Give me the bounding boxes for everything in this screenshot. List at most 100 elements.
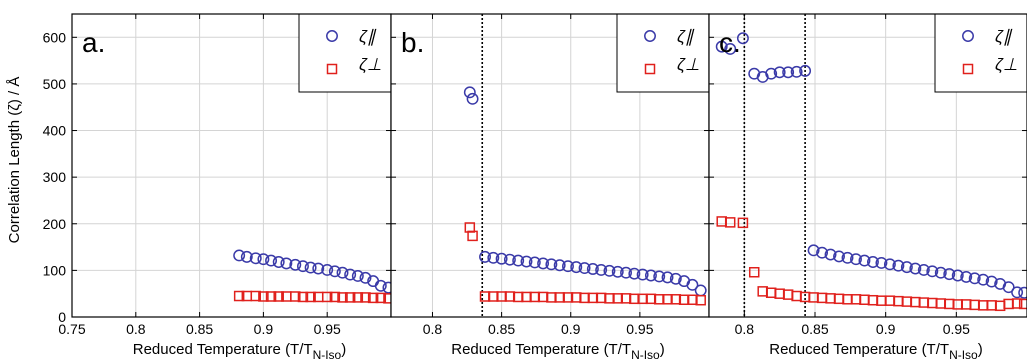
- data-point-perpendicular: [375, 292, 387, 304]
- data-point-perpendicular: [344, 292, 356, 303]
- data-point-parallel: [466, 92, 479, 105]
- data-point-perpendicular: [1018, 298, 1027, 310]
- data-point-parallel: [620, 266, 632, 279]
- data-point-parallel: [790, 65, 803, 78]
- data-point-parallel: [297, 260, 309, 273]
- data-point-perpendicular: [297, 291, 309, 303]
- x-tick-label: 0.85: [801, 321, 828, 337]
- y-tick-label: 400: [43, 123, 67, 139]
- data-point-perpendicular: [273, 291, 284, 302]
- data-point-parallel: [909, 262, 922, 275]
- data-point-perpendicular: [321, 291, 333, 303]
- data-point-perpendicular: [329, 291, 341, 303]
- x-tick-label: 0.9: [254, 321, 274, 337]
- data-point-parallel: [628, 267, 641, 280]
- x-axis-label: Reduced Temperature (T/TN-Iso): [451, 341, 664, 359]
- legend-marker-parallel: [962, 30, 974, 42]
- data-point-parallel: [875, 256, 888, 269]
- data-point-parallel: [765, 67, 778, 80]
- panel-1: 0 100 200 300 400 500 600 0.75 0.8 0.85 0.9 0.95 ζ∥ ζ…: [43, 13, 395, 359]
- legend-marker-parallel: [644, 30, 656, 42]
- panel-label: a.: [82, 27, 105, 58]
- x-tick-label: 0.9: [561, 321, 581, 337]
- data-point-parallel: [562, 260, 574, 273]
- legend-label-perpendicular: ζ⊥: [677, 55, 700, 74]
- data-point-parallel: [653, 270, 666, 283]
- data-point-parallel: [312, 262, 325, 275]
- data-point-parallel: [773, 66, 786, 79]
- legend-box: [616, 13, 710, 93]
- data-point-perpendicular: [367, 292, 379, 304]
- y-tick-label: 0: [58, 309, 66, 325]
- data-point-perpendicular: [258, 291, 269, 302]
- data-point-parallel: [799, 64, 812, 77]
- data-point-perpendicular: [233, 290, 245, 302]
- data-point-perpendicular: [1011, 298, 1023, 309]
- panel-label: b.: [401, 27, 424, 58]
- legend-label-parallel: ζ∥: [995, 27, 1013, 46]
- x-tick-label: 0.75: [58, 321, 85, 337]
- data-point-parallel: [503, 253, 516, 266]
- data-point-parallel: [968, 272, 981, 285]
- data-point-parallel: [595, 263, 608, 276]
- data-point-perpendicular: [337, 292, 348, 303]
- x-tick-label: 0.85: [488, 321, 515, 337]
- data-point-parallel: [545, 258, 558, 271]
- data-point-parallel: [1018, 286, 1027, 299]
- panel-2: 0.8 0.85 0.9 0.95 ζ∥ ζ⊥ b. Reduced Temperature …: [390, 13, 710, 359]
- x-tick-label: 0.95: [626, 321, 653, 337]
- data-point-parallel: [816, 246, 829, 259]
- data-point-parallel: [866, 256, 879, 268]
- data-point-parallel: [359, 271, 372, 284]
- data-point-parallel: [512, 254, 525, 267]
- data-point-parallel: [951, 269, 964, 282]
- data-point-parallel: [321, 263, 334, 276]
- data-point-parallel: [586, 263, 599, 275]
- data-point-parallel: [479, 250, 491, 263]
- x-tick-label: 0.95: [314, 321, 341, 337]
- data-point-parallel: [724, 43, 737, 55]
- y-tick-label: 500: [43, 76, 67, 92]
- data-point-perpendicular: [352, 292, 364, 303]
- data-point-parallel: [686, 278, 699, 291]
- data-point-parallel: [495, 252, 508, 265]
- data-point-parallel: [240, 250, 253, 263]
- data-point-parallel: [304, 261, 317, 274]
- data-point-perpendicular: [748, 266, 760, 278]
- legend-label-parallel: ζ∥: [677, 27, 695, 46]
- data-point-parallel: [249, 252, 262, 265]
- data-point-parallel: [636, 268, 649, 281]
- data-point-perpendicular: [265, 291, 277, 302]
- data-point-parallel: [374, 279, 387, 292]
- x-axis-label: Reduced Temperature (T/TN-Iso): [133, 341, 346, 359]
- panel-3: 0.8 0.85 0.9 0.95 ζ∥ ζ⊥ c. Reduced Temperature …: [708, 13, 1027, 359]
- legend-marker-perpendicular: [326, 63, 338, 75]
- data-point-perpendicular: [724, 217, 736, 228]
- legend-marker-perpendicular: [962, 63, 974, 75]
- data-point-parallel: [661, 271, 674, 284]
- data-point-parallel: [883, 258, 896, 271]
- data-point-parallel: [807, 244, 820, 257]
- data-point-perpendicular: [695, 294, 706, 306]
- data-point-parallel: [570, 261, 583, 274]
- legend-label-perpendicular: ζ⊥: [995, 55, 1018, 74]
- data-point-parallel: [850, 253, 862, 266]
- x-axis-label: Reduced Temperature (T/TN-Iso): [769, 341, 982, 359]
- legend-marker-parallel: [326, 30, 338, 42]
- data-point-perpendicular: [290, 291, 301, 302]
- data-point-parallel: [272, 256, 285, 268]
- data-point-parallel: [328, 265, 341, 278]
- data-point-parallel: [782, 66, 795, 79]
- data-point-parallel: [977, 273, 990, 286]
- data-point-parallel: [487, 251, 500, 264]
- data-point-parallel: [917, 263, 930, 276]
- data-point-perpendicular: [305, 291, 316, 303]
- data-point-parallel: [833, 250, 845, 263]
- data-point-perpendicular: [467, 230, 478, 242]
- data-point-parallel: [537, 257, 550, 270]
- data-point-parallel: [1011, 286, 1024, 299]
- y-tick-label: 600: [43, 29, 67, 45]
- panels: 0 100 200 300 400 500 600 0.75 0.8 0.85 0.9 0.95 ζ∥ ζ…: [43, 13, 1027, 359]
- y-axis-label: Correlation Length (ζ) / Å: [6, 77, 23, 244]
